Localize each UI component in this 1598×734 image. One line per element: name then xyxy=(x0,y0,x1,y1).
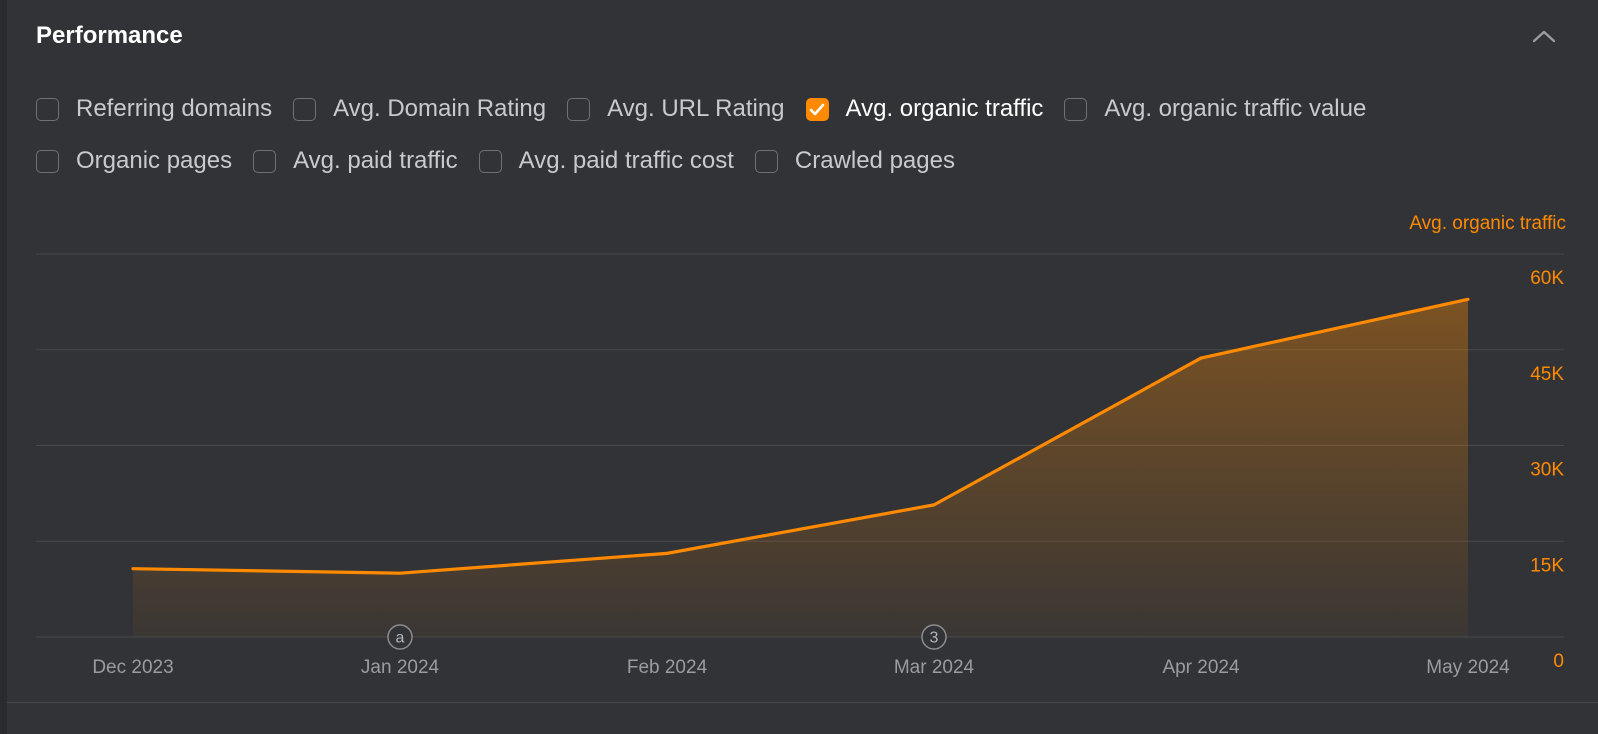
metrics-row-2: Organic pages Avg. paid traffic Avg. paid … xyxy=(36,147,976,175)
x-tick-label: Feb 2024 xyxy=(627,657,708,678)
metric-toggle-organic-pages[interactable]: Organic pages xyxy=(36,147,232,175)
annotation-label: 3 xyxy=(930,630,939,647)
x-tick-label: Dec 2023 xyxy=(92,657,173,678)
metric-toggle-avg-url-rating[interactable]: Avg. URL Rating xyxy=(567,95,785,123)
annotation-marker[interactable]: 3 xyxy=(921,624,947,650)
metric-label: Avg. paid traffic cost xyxy=(518,147,734,174)
annotation-circle xyxy=(921,624,947,650)
checkbox[interactable] xyxy=(567,97,591,121)
y-tick-label: 45K xyxy=(1530,364,1564,385)
metric-toggle-avg-organic-traffic-value[interactable]: Avg. organic traffic value xyxy=(1064,95,1366,123)
x-tick-label: Mar 2024 xyxy=(894,657,975,678)
series-legend-label: Avg. organic traffic xyxy=(1409,213,1566,234)
metric-label: Avg. URL Rating xyxy=(607,95,785,122)
metric-toggle-avg-paid-traffic-cost[interactable]: Avg. paid traffic cost xyxy=(478,147,734,175)
metric-toggle-avg-organic-traffic[interactable]: Avg. organic traffic xyxy=(805,95,1044,123)
metric-label: Avg. paid traffic xyxy=(293,147,458,174)
check-icon xyxy=(809,103,825,115)
x-tick-label: Apr 2024 xyxy=(1162,657,1240,678)
metrics-row-1: Referring domains Avg. Domain Rating Avg. … xyxy=(36,95,1387,123)
metric-toggle-referring-domains[interactable]: Referring domains xyxy=(36,95,272,123)
annotation-label: a xyxy=(396,630,405,647)
checkbox-checked[interactable] xyxy=(805,97,829,121)
x-tick-label: Jan 2024 xyxy=(361,657,440,678)
metric-label: Crawled pages xyxy=(794,147,955,174)
checkbox[interactable] xyxy=(754,149,778,173)
metric-label: Organic pages xyxy=(76,147,233,174)
annotation-marker[interactable]: a xyxy=(387,624,413,650)
y-tick-label: 15K xyxy=(1530,555,1564,576)
metric-label: Referring domains xyxy=(76,95,273,122)
metric-label: Avg. organic traffic xyxy=(845,95,1044,122)
metric-label: Avg. organic traffic value xyxy=(1104,95,1367,122)
x-tick-label: May 2024 xyxy=(1426,657,1510,678)
chevron-up-icon xyxy=(1532,30,1556,43)
y-tick-label: 60K xyxy=(1530,268,1564,289)
checkbox[interactable] xyxy=(36,97,59,121)
panel-divider xyxy=(7,702,1598,703)
collapse-button[interactable] xyxy=(1528,22,1560,50)
checkbox[interactable] xyxy=(36,149,59,173)
y-tick-label: 0 xyxy=(1553,651,1564,672)
checkbox[interactable] xyxy=(478,149,502,173)
section-title: Performance xyxy=(36,22,183,49)
annotation-circle xyxy=(387,624,413,650)
checkbox[interactable] xyxy=(253,149,277,173)
metric-toggle-crawled-pages[interactable]: Crawled pages xyxy=(754,147,955,175)
metric-label: Avg. Domain Rating xyxy=(333,95,547,122)
checkbox[interactable] xyxy=(293,97,317,121)
metric-toggle-avg-paid-traffic[interactable]: Avg. paid traffic xyxy=(253,147,458,175)
traffic-area-fill xyxy=(133,299,1468,637)
traffic-series-line xyxy=(131,297,1470,575)
y-tick-label: 30K xyxy=(1530,460,1564,481)
checkbox[interactable] xyxy=(1064,97,1088,121)
metric-toggle-avg-domain-rating[interactable]: Avg. Domain Rating xyxy=(293,95,546,123)
